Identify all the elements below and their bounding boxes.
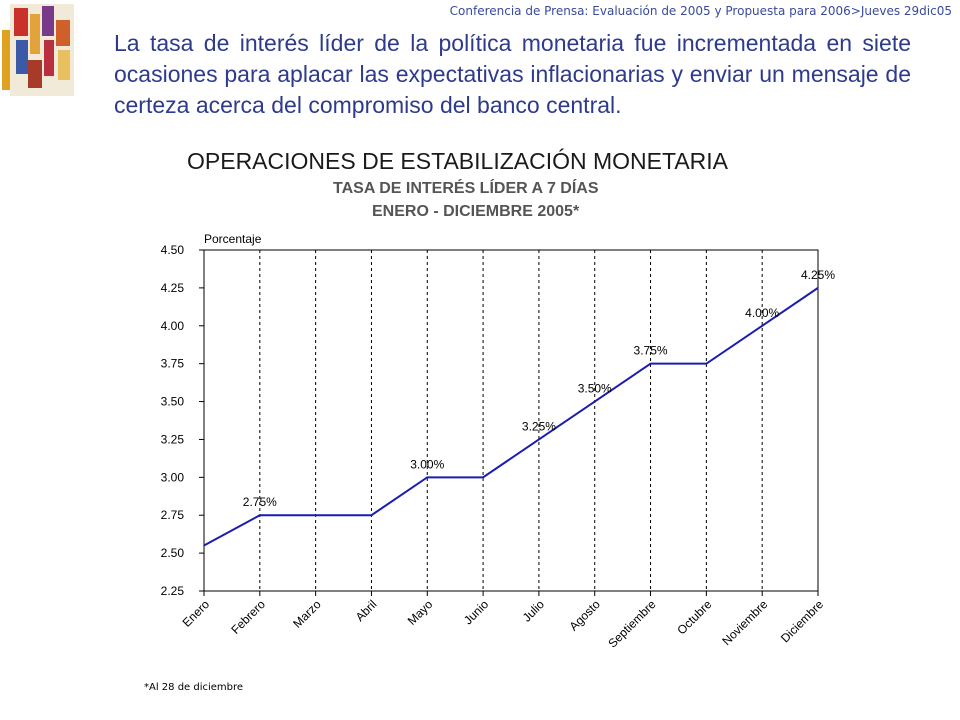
series-line [203,287,819,547]
chart-title: OPERACIONES DE ESTABILIZACIÓN MONETARIA [187,148,729,174]
y-tick-label: 2.75 [161,508,185,522]
y-tick-label: 3.25 [161,432,185,446]
y-tick-label: 4.25 [161,281,185,295]
data-label: 2.75% [243,495,277,509]
y-tick-label: 2.50 [161,546,185,560]
y-tick-label: 4.00 [161,319,185,333]
x-tick-label: Septiembre [605,597,659,651]
data-label: 3.25% [522,419,556,433]
x-tick-label: Octubre [674,597,714,637]
data-label: 4.25% [801,268,835,282]
logo [0,0,80,100]
slide-header: Conferencia de Prensa: Evaluación de 200… [449,4,952,18]
x-tick-label: Mayo [405,597,436,628]
body-paragraph: La tasa de interés líder de la política … [114,30,911,118]
x-tick-label: Enero [180,597,213,630]
y-tick-label: 2.25 [161,584,185,598]
data-label: 3.50% [578,382,612,396]
data-label: 3.00% [410,457,444,471]
data-label: 3.75% [634,344,668,358]
data-label: 4.00% [745,306,779,320]
x-tick-label: Junio [461,597,491,627]
x-tick-label: Marzo [290,597,324,631]
x-tick-label: Agosto [567,597,604,634]
x-tick-label: Julio [520,597,548,625]
y-axis-label: Porcentaje [204,232,262,246]
chart-subtitle-1: TASA DE INTERÉS LÍDER A 7 DÍAS [333,180,599,197]
chart-subtitle-2: ENERO - DICIEMBRE 2005* [372,203,580,220]
y-tick-label: 3.00 [161,470,185,484]
x-tick-label: Febrero [228,597,268,637]
y-tick-label: 4.50 [161,243,185,257]
footnote: *Al 28 de diciembre [144,682,244,693]
y-tick-label: 3.50 [161,395,185,409]
y-tick-label: 3.75 [161,357,185,371]
plot-frame [203,249,819,592]
x-tick-label: Noviembre [719,597,770,648]
x-tick-label: Diciembre [778,597,826,645]
x-tick-label: Abril [353,597,380,624]
